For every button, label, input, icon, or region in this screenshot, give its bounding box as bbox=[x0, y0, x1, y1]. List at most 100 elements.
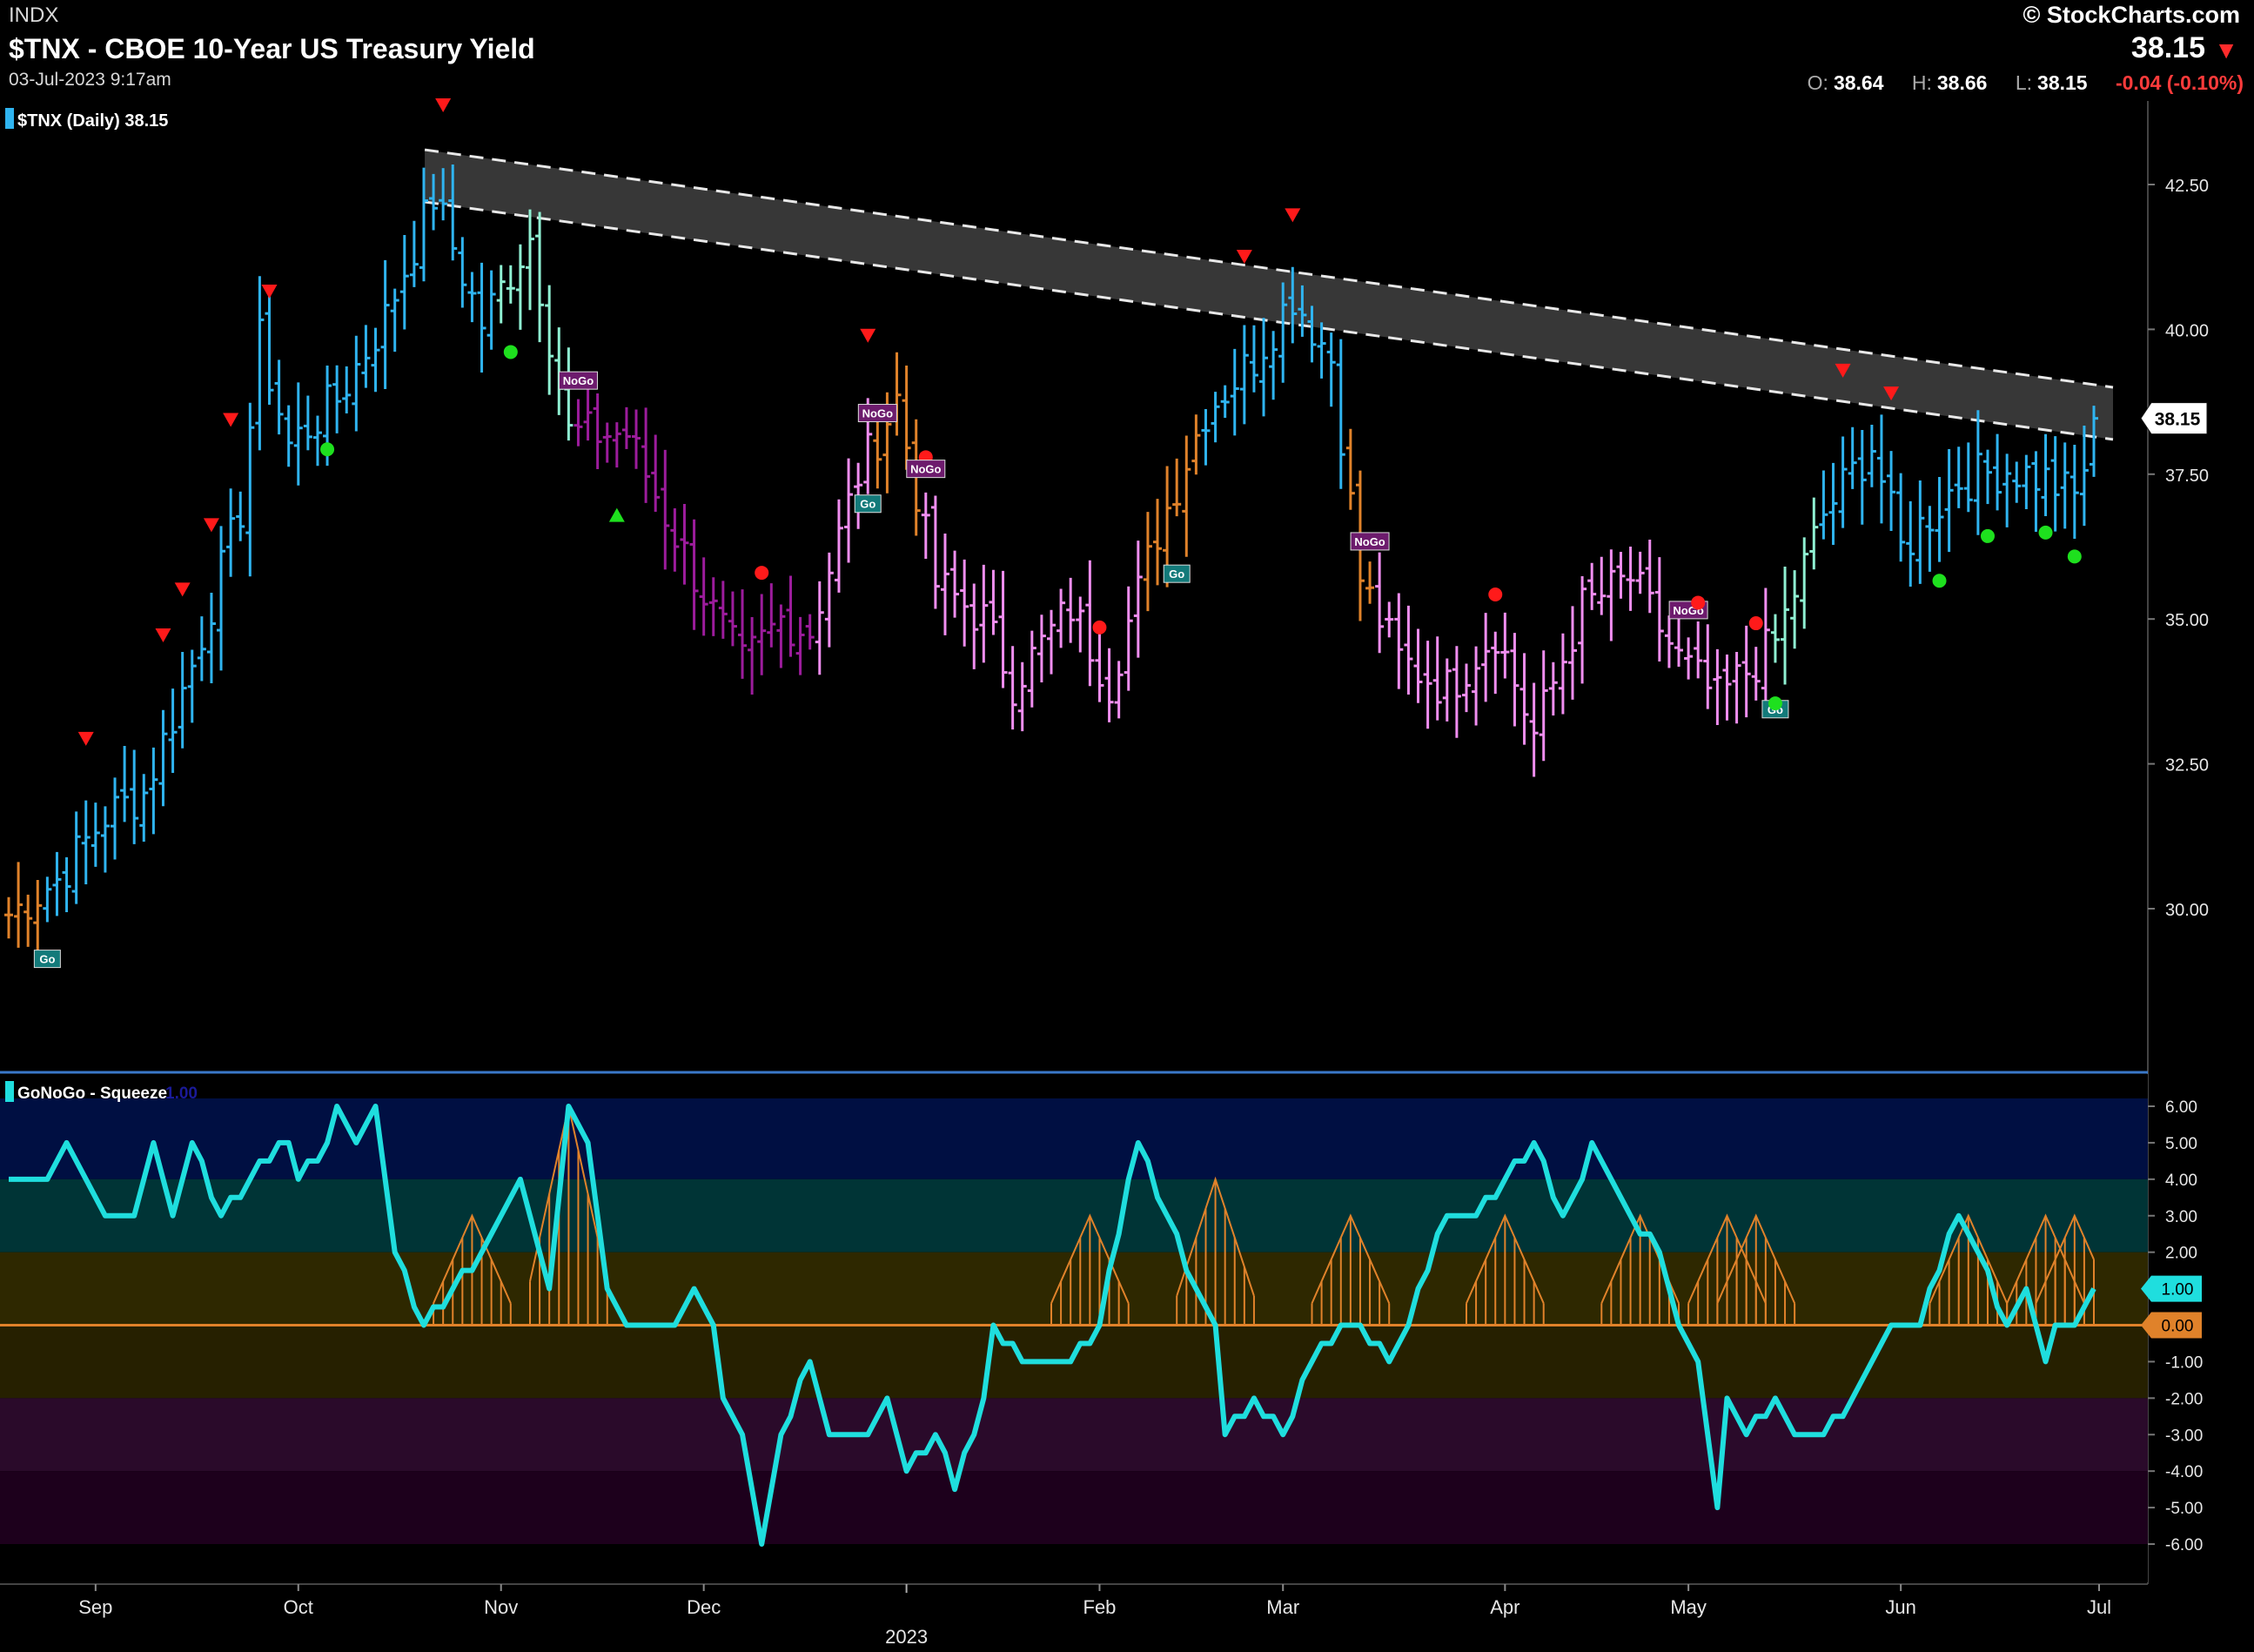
x-tick-label: Oct bbox=[284, 1596, 313, 1618]
price-bar bbox=[1887, 451, 1896, 531]
price-bar bbox=[1548, 661, 1558, 716]
price-panel[interactable]: 42.50 40.00 37.50 35.00 32.50 30.00 $TNX (Dail… bbox=[0, 97, 2209, 1584]
oscillator-tick-label: -1.00 bbox=[2165, 1353, 2203, 1372]
go-label-text: Go bbox=[39, 953, 55, 966]
price-bar bbox=[342, 366, 352, 413]
price-bar bbox=[149, 747, 158, 835]
price-bar bbox=[293, 382, 303, 486]
price-bar bbox=[1597, 556, 1607, 615]
price-bar bbox=[1607, 549, 1616, 641]
price-bar bbox=[526, 209, 534, 311]
change-value: -0.04 (-0.10%) bbox=[2115, 71, 2244, 94]
brand-logo[interactable]: © StockCharts.com bbox=[2023, 2, 2240, 28]
price-bar bbox=[1770, 614, 1780, 663]
price-bar bbox=[245, 402, 255, 577]
price-bar bbox=[1336, 339, 1345, 489]
price-bar bbox=[458, 237, 467, 308]
price-bar bbox=[274, 359, 284, 435]
price-bar bbox=[738, 589, 748, 679]
green-dot-icon bbox=[1932, 574, 1947, 588]
price-bar bbox=[1375, 552, 1385, 654]
price-bar bbox=[748, 617, 757, 695]
price-bar bbox=[217, 526, 226, 671]
price-bar bbox=[1645, 540, 1654, 614]
price-bar bbox=[1326, 332, 1336, 407]
price-bar bbox=[1519, 653, 1529, 745]
price-bar bbox=[43, 876, 52, 923]
open-label: O: bbox=[1807, 71, 1828, 94]
price-bar bbox=[1124, 586, 1133, 691]
low-value: 38.15 bbox=[2037, 71, 2088, 94]
price-bar bbox=[950, 550, 960, 618]
price-bar bbox=[284, 405, 293, 467]
x-tick-label: Feb bbox=[1083, 1596, 1117, 1618]
price-tick-label: 35.00 bbox=[2165, 611, 2209, 630]
price-bar bbox=[728, 591, 737, 647]
price-bar bbox=[805, 614, 815, 650]
price-tick-label: 42.50 bbox=[2165, 177, 2209, 196]
price-bar bbox=[1481, 613, 1491, 702]
oscillator-zone bbox=[0, 1398, 2148, 1472]
open-value: 38.64 bbox=[1833, 71, 1884, 94]
oscillator-tick-label: 5.00 bbox=[2165, 1135, 2197, 1153]
red-triangle-icon bbox=[1883, 386, 1900, 401]
price-bar bbox=[708, 577, 718, 636]
price-bar bbox=[1684, 637, 1694, 680]
price-bar bbox=[844, 458, 854, 563]
go-label: Go bbox=[1163, 564, 1191, 583]
green-dot-icon bbox=[2067, 549, 2082, 564]
red-dot-icon bbox=[1488, 588, 1503, 602]
squeeze-outline bbox=[1311, 1213, 1391, 1304]
price-bar bbox=[612, 422, 621, 468]
chart-header: INDX $TNX - CBOE 10-Year US Treasury Yie… bbox=[0, 0, 2254, 101]
squeeze-outline bbox=[2035, 1213, 2095, 1304]
squeeze-outline bbox=[2006, 1213, 2085, 1304]
price-bar bbox=[1664, 615, 1674, 668]
datetime-label: 03-Jul-2023 9:17am bbox=[9, 70, 171, 90]
price-bar bbox=[120, 745, 130, 823]
price-bar bbox=[496, 265, 506, 324]
price-bar bbox=[1191, 414, 1201, 475]
oscillator-tick-label: 6.00 bbox=[2165, 1098, 2197, 1117]
price-bar bbox=[1027, 630, 1036, 708]
price-bar bbox=[815, 581, 824, 675]
price-bar bbox=[834, 499, 843, 593]
price-bar bbox=[1626, 546, 1635, 611]
red-triangle-icon bbox=[203, 518, 219, 533]
oscillator-panel[interactable]: 6.00 5.00 4.00 3.00 2.00 1.00 0.00 -1.00 -2.00 -3… bbox=[0, 1071, 2203, 1582]
price-bar bbox=[1057, 588, 1066, 648]
red-triangle-icon bbox=[435, 97, 452, 112]
price-bar bbox=[429, 173, 439, 231]
price-tick-label: 40.00 bbox=[2165, 321, 2209, 340]
price-bar bbox=[940, 534, 949, 635]
price-bar bbox=[1143, 512, 1152, 612]
go-label-box bbox=[854, 494, 882, 514]
nogo-label-text: NoGo bbox=[1354, 535, 1385, 548]
price-bar bbox=[2022, 454, 2031, 510]
price-bar bbox=[187, 649, 197, 723]
last-price: 38.15 bbox=[2130, 31, 2205, 64]
price-bar bbox=[930, 495, 940, 609]
red-triangle-icon bbox=[223, 413, 239, 427]
price-bar bbox=[1761, 588, 1770, 708]
go-label-text: Go bbox=[1169, 567, 1184, 581]
zero-tag: 0.00 bbox=[2141, 1312, 2202, 1339]
oscillator-tick-label: 4.00 bbox=[2165, 1172, 2197, 1190]
green-dot-icon bbox=[1768, 696, 1782, 711]
green-triangle-icon bbox=[608, 507, 625, 522]
price-bar bbox=[1896, 473, 1906, 562]
resistance-lower-line bbox=[424, 200, 2114, 441]
price-bar bbox=[1472, 646, 1481, 726]
price-bar bbox=[1288, 266, 1298, 344]
price-bar bbox=[699, 557, 708, 636]
price-bar bbox=[1616, 552, 1626, 599]
price-bar bbox=[1413, 628, 1423, 703]
price-bar bbox=[1993, 433, 2002, 511]
price-bar bbox=[2090, 406, 2098, 477]
price-bar bbox=[1452, 646, 1461, 738]
price-bar bbox=[1201, 408, 1211, 466]
price-bar bbox=[1442, 658, 1452, 722]
price-bar bbox=[1153, 499, 1163, 586]
